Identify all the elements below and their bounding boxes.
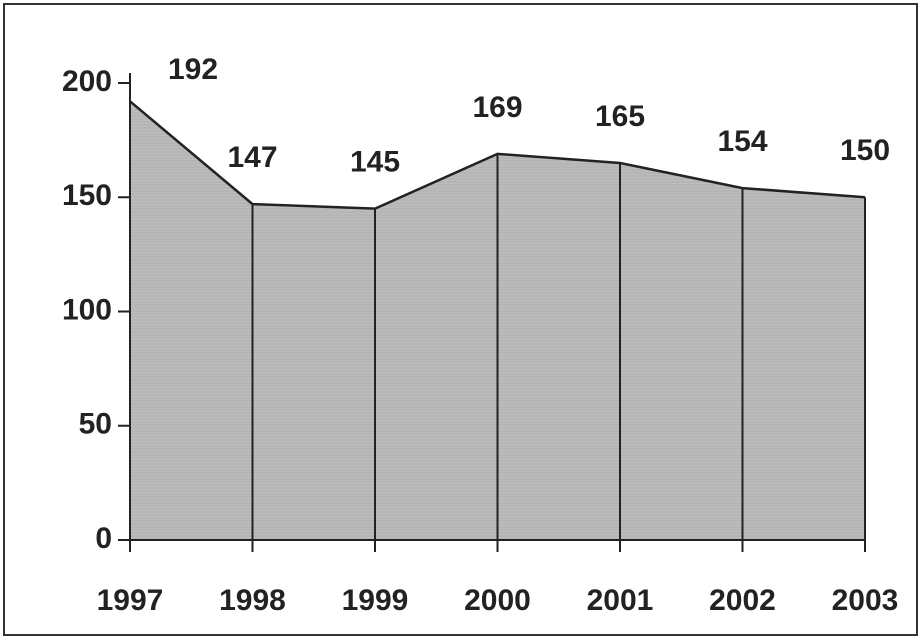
x-tick-label: 2001 [587, 584, 654, 617]
y-tick-label: 150 [62, 179, 112, 212]
x-tick-label: 2003 [832, 584, 899, 617]
data-label: 192 [168, 53, 218, 86]
x-tick-label: 1998 [219, 584, 286, 617]
chart: 192 147 145 169 165 154 150 0 50 100 150 200 1997 199… [0, 0, 922, 640]
x-tick-label: 1999 [342, 584, 409, 617]
y-tick-label: 200 [62, 65, 112, 98]
x-tick-label: 2002 [709, 584, 776, 617]
data-label: 147 [227, 141, 277, 174]
data-label: 154 [717, 125, 767, 158]
data-label: 150 [840, 134, 890, 167]
data-label: 145 [350, 146, 400, 179]
data-label: 165 [595, 100, 645, 133]
y-tick-label: 0 [95, 522, 112, 555]
data-label: 169 [472, 91, 522, 124]
y-tick-label: 100 [62, 293, 112, 326]
x-tick-label: 1997 [97, 584, 164, 617]
y-tick-label: 50 [79, 408, 112, 441]
x-tick-label: 2000 [464, 584, 531, 617]
page: {"chart_data": {"type": "area", "x": [19… [0, 0, 922, 640]
